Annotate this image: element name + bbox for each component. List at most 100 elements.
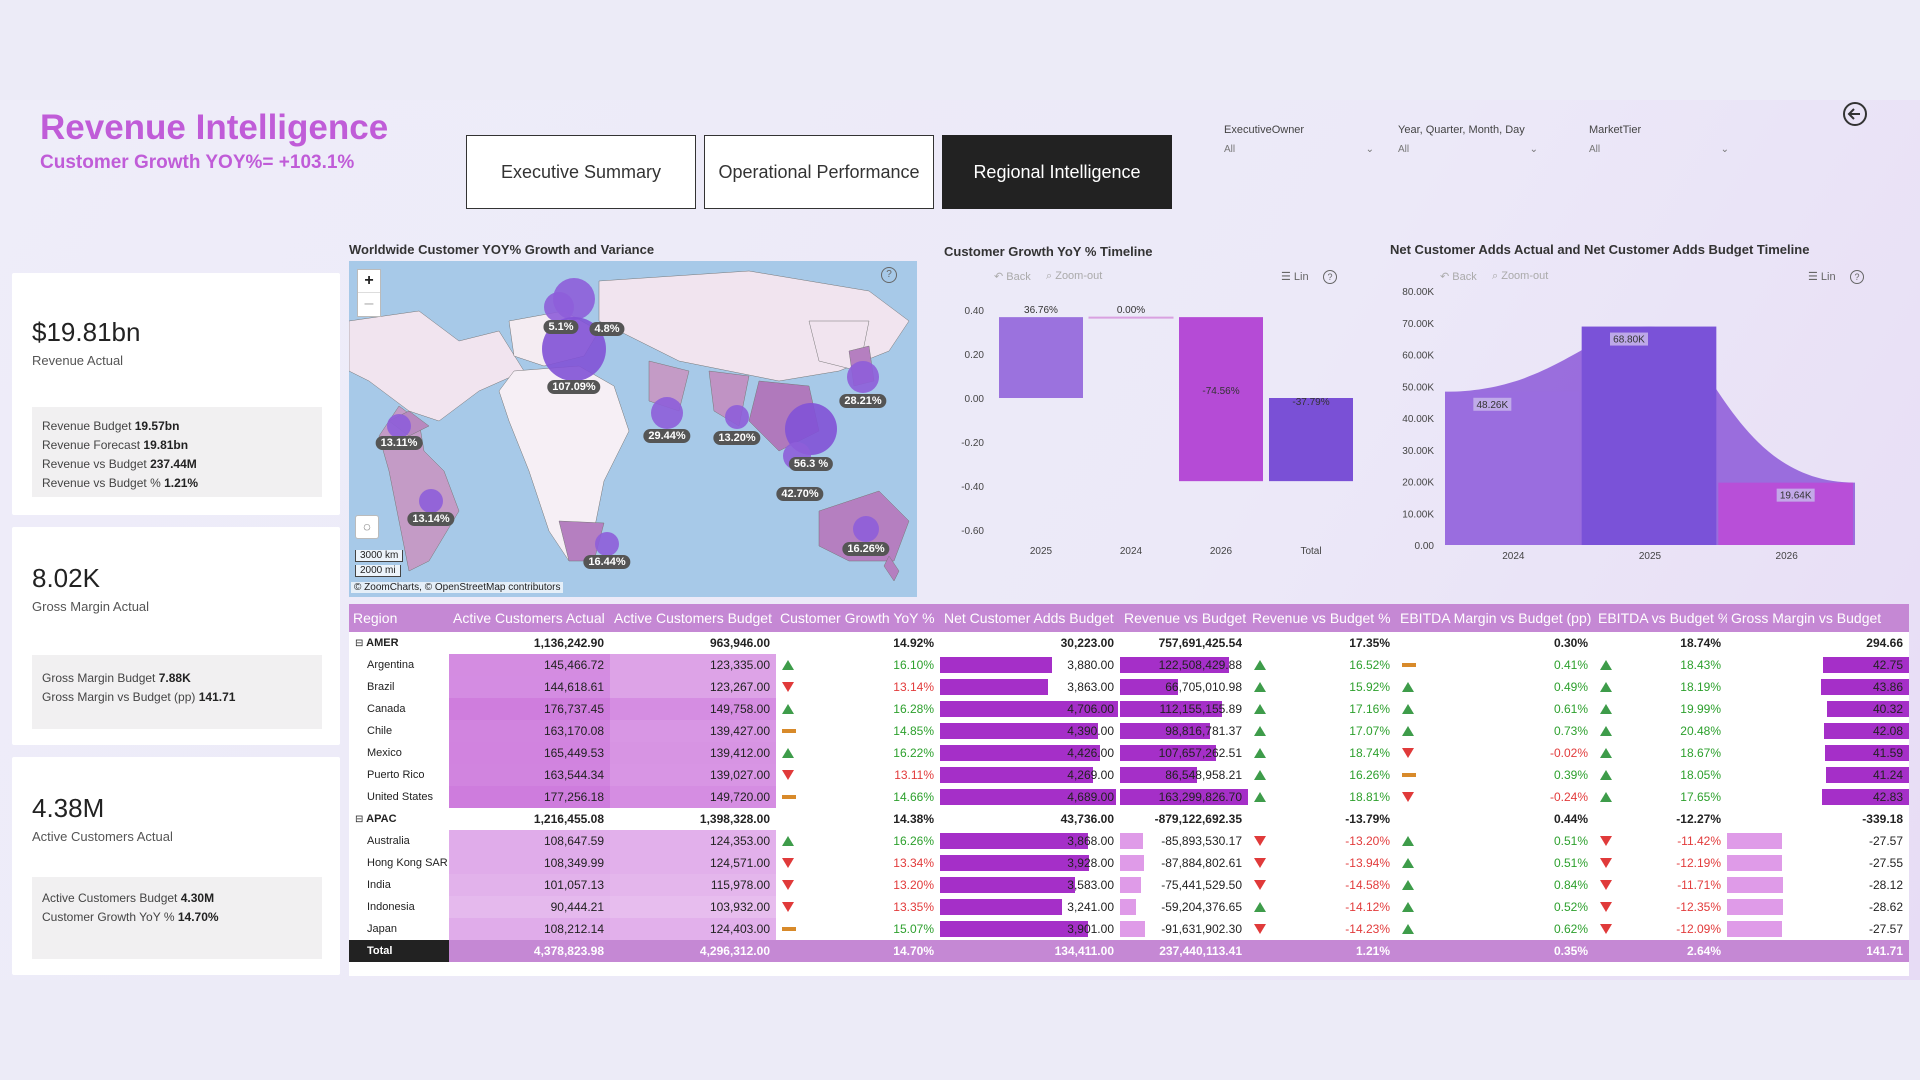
table-cell: 15.92% [1248,676,1396,698]
bar-2024[interactable] [1088,316,1174,319]
bar-2025[interactable] [1581,326,1717,545]
map-title: Worldwide Customer YOY% Growth and Varia… [349,242,655,257]
table-cell: 16.26% [776,830,940,852]
column-header[interactable]: Net Customer Adds Budget [940,604,1120,632]
net-adds-zoomout-button[interactable]: ⌕ Zoom-out [1492,270,1549,282]
help-icon[interactable]: ? [881,267,897,283]
data-bar [940,679,1048,695]
table-cell: 963,946.00 [709,636,770,650]
x-tick-label: 2025 [1639,551,1662,562]
table-row[interactable]: United States 177,256.18 149,720.00 14.66% 4… [349,786,1909,808]
table-row[interactable]: Australia 108,647.59 124,353.00 16.26% 3,868… [349,830,1909,852]
y-tick-label: 40.00K [1402,414,1434,425]
table-row[interactable]: Argentina 145,466.72 123,335.00 16.10% 3,880… [349,654,1909,676]
data-label: 19.64K [1780,491,1812,502]
column-header[interactable]: EBITDA Margin vs Budget (pp) [1396,604,1594,632]
zoom-in-button[interactable]: + [364,272,374,289]
column-header[interactable]: Customer Growth YoY % [776,604,940,632]
net-adds-scale-toggle[interactable]: ☰ Lin [1808,271,1836,283]
up-arrow-icon [782,748,794,758]
data-label: -74.56% [1202,386,1239,397]
table-row[interactable]: ⊟ AMER 1,136,242.90 963,946.00 14.92% 30,223… [349,632,1909,654]
column-header[interactable]: Revenue vs Budget % [1248,604,1396,632]
column-header[interactable]: Active Customers Budget [610,604,776,632]
table-cell: 13.11% [776,764,940,786]
tab-operational-performance[interactable]: Operational Performance [704,135,934,209]
x-tick-label: 2025 [1030,546,1053,557]
table-row[interactable]: India 101,057.13 115,978.00 13.20% 3,583.00-… [349,874,1909,896]
table-cell: -0.02% [1396,742,1594,764]
bar-2026[interactable] [1179,317,1263,482]
down-arrow-icon [1600,858,1612,868]
chevron-down-icon[interactable]: ⌄ [1365,144,1374,155]
column-header[interactable]: Active Customers Actual [449,604,610,632]
world-map[interactable]: 107.09% 13.11% 13.14% 16.44% 29.44% 13.2… [349,261,917,597]
table-header-row: Region Active Customers Actual Active Cust… [349,604,1909,632]
data-bar [1120,877,1141,893]
table-row[interactable]: Japan 108,212.14 124,403.00 15.07% 3,901.00-… [349,918,1909,940]
bar-2024[interactable] [1445,391,1580,545]
x-tick-label: Total [1300,546,1321,557]
table-cell: 98,816,781.37 [1120,720,1248,742]
table-cell: -339.18 [1862,812,1903,826]
data-bar [1120,833,1144,849]
table-row[interactable]: Indonesia 90,444.21 103,932.00 13.35% 3,241.… [349,896,1909,918]
slicer-market-tier[interactable]: MarketTier All ⌄ [1589,124,1729,156]
tab-executive-summary[interactable]: Executive Summary [466,135,696,209]
column-header[interactable]: Region [349,604,449,632]
collapse-icon[interactable]: ⊟ [355,638,367,649]
table-row[interactable]: Hong Kong SAR 108,349.99 124,571.00 13.34% 3… [349,852,1909,874]
table-cell: 17.16% [1248,698,1396,720]
slicer-date[interactable]: Year, Quarter, Month, Day All ⌄ [1398,124,1538,156]
table-cell: 18.43% [1594,654,1727,676]
table-row[interactable]: Brazil 144,618.61 123,267.00 13.14% 3,863.00… [349,676,1909,698]
table-row[interactable]: ⊟ APAC 1,216,455.08 1,398,328.00 14.38% 43,7… [349,808,1909,830]
data-bar [1827,701,1909,717]
column-header[interactable]: Gross Margin vs Budget [1727,604,1909,632]
table-row[interactable]: Mexico 165,449.53 139,412.00 16.22% 4,426.00… [349,742,1909,764]
timeline-zoomout-button[interactable]: ⌕ Zoom-out [1046,270,1103,282]
table-cell: -13.94% [1248,852,1396,874]
column-header[interactable]: EBITDA vs Budget % [1594,604,1727,632]
bar-total[interactable] [1269,398,1353,482]
help-icon[interactable]: ? [1323,270,1337,284]
kpi-caption: Active Customers Actual [32,829,173,844]
collapse-icon[interactable]: ⊟ [355,814,367,825]
table-cell: 0.61% [1396,698,1594,720]
column-header[interactable]: Revenue vs Budget [1120,604,1248,632]
bar-2025[interactable] [999,317,1083,398]
table-cell: -14.12% [1248,896,1396,918]
region-matrix[interactable]: Region Active Customers Actual Active Cust… [349,604,1909,976]
table-cell: 43.86 [1727,676,1909,698]
table-row[interactable]: Chile 163,170.08 139,427.00 14.85% 4,390.00 9… [349,720,1909,742]
table-cell: 1,216,455.08 [533,812,604,826]
down-arrow-icon [1254,880,1266,890]
lasso-icon[interactable]: ◌ [355,515,379,539]
back-arrow-icon[interactable] [1842,101,1868,127]
tab-regional-intelligence[interactable]: Regional Intelligence [942,135,1172,209]
table-row[interactable]: Canada 176,737.45 149,758.00 16.28% 4,706.00… [349,698,1909,720]
timeline-scale-toggle[interactable]: ☰ Lin [1281,271,1309,283]
table-row[interactable]: Puerto Rico 163,544.34 139,027.00 13.11% 4,2… [349,764,1909,786]
table-cell: 14.38% [893,812,934,826]
net-adds-back-button[interactable]: ↶ Back [1440,271,1477,283]
timeline-back-button[interactable]: ↶ Back [994,271,1031,283]
up-arrow-icon [782,836,794,846]
total-cell: 1.21% [1248,940,1396,962]
data-bar [1120,723,1210,739]
table-cell: 13.35% [776,896,940,918]
chevron-down-icon[interactable]: ⌄ [1720,144,1729,155]
slicer-executive-owner[interactable]: ExecutiveOwner All ⌄ [1224,124,1374,156]
flat-indicator-icon [782,795,796,799]
row-label: Japan [367,923,397,935]
table-cell: 294.66 [1866,636,1903,650]
zoom-out-button[interactable]: – [358,292,380,315]
table-cell: 43,736.00 [1060,812,1114,826]
chevron-down-icon[interactable]: ⌄ [1529,144,1538,155]
table-cell: 66,705,010.98 [1120,676,1248,698]
data-bar [1727,833,1782,849]
down-arrow-icon [1402,748,1414,758]
help-icon[interactable]: ? [1850,270,1864,284]
flat-indicator-icon [782,729,796,733]
down-arrow-icon [782,770,794,780]
